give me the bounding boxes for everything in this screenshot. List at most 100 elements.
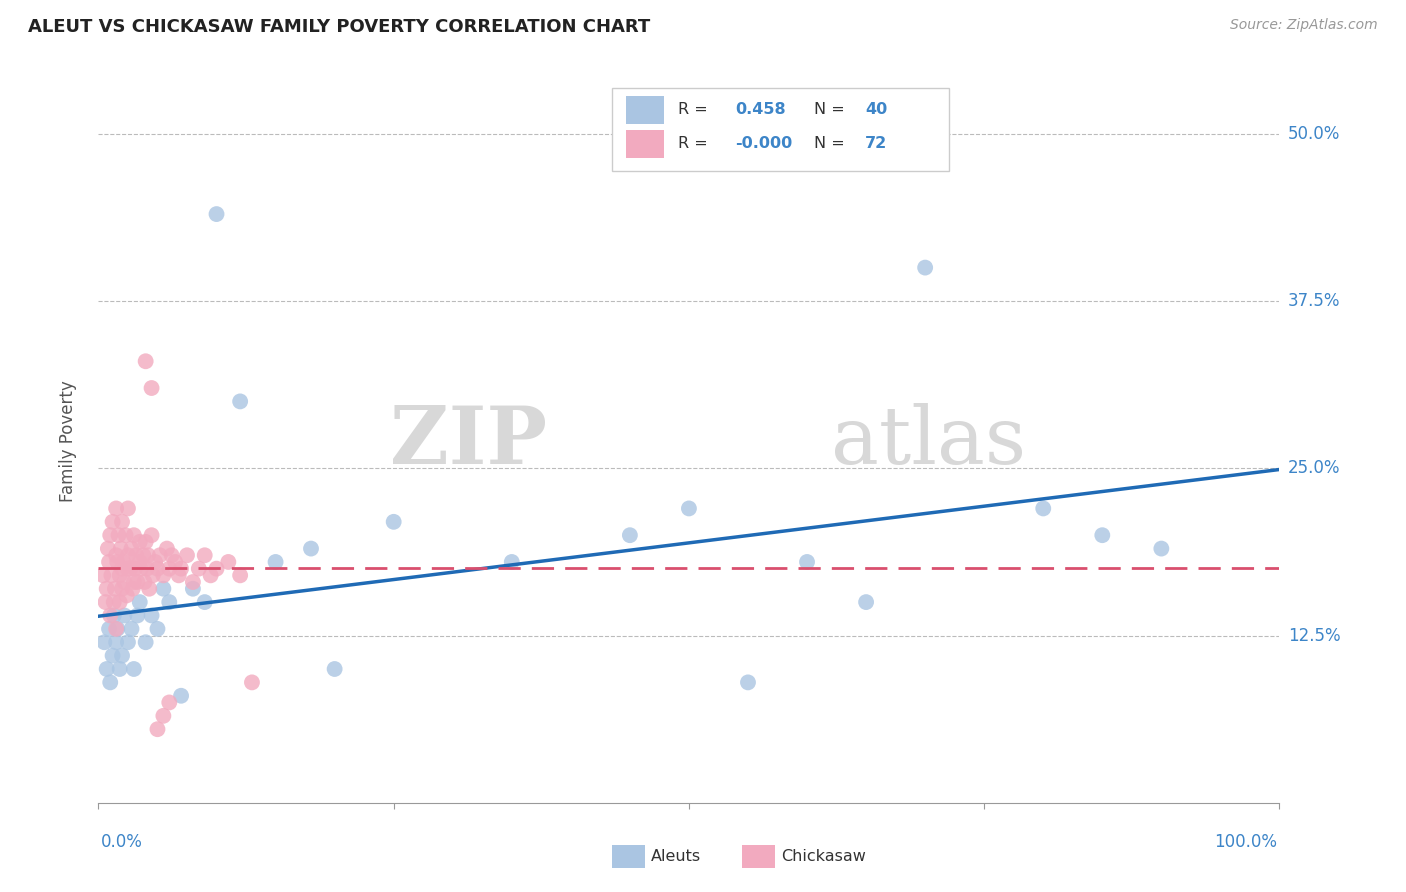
Text: ALEUT VS CHICKASAW FAMILY POVERTY CORRELATION CHART: ALEUT VS CHICKASAW FAMILY POVERTY CORREL… xyxy=(28,18,651,36)
Text: 0.458: 0.458 xyxy=(735,103,786,118)
Point xyxy=(135,534,157,549)
Point xyxy=(111,562,134,576)
Point xyxy=(136,548,159,563)
Point xyxy=(134,575,156,590)
Point xyxy=(98,555,121,569)
Point xyxy=(157,696,180,710)
Point xyxy=(104,582,127,596)
Text: 0.0%: 0.0% xyxy=(101,833,143,851)
Point xyxy=(855,595,877,609)
Point xyxy=(120,562,142,576)
Text: Source: ZipAtlas.com: Source: ZipAtlas.com xyxy=(1230,18,1378,32)
Point xyxy=(96,662,118,676)
Point xyxy=(141,381,163,395)
Point xyxy=(101,648,124,663)
Point xyxy=(100,568,122,582)
Point xyxy=(112,608,135,623)
Y-axis label: Family Poverty: Family Poverty xyxy=(59,381,77,502)
Point xyxy=(138,582,160,596)
FancyBboxPatch shape xyxy=(612,87,949,170)
Point xyxy=(129,562,152,576)
Point xyxy=(205,562,228,576)
Point xyxy=(103,595,125,609)
Point xyxy=(142,568,165,582)
Point xyxy=(194,548,217,563)
Point xyxy=(501,555,523,569)
Point xyxy=(796,555,818,569)
Point xyxy=(132,548,155,563)
Point xyxy=(98,675,121,690)
Point xyxy=(229,568,252,582)
Point xyxy=(105,635,128,649)
FancyBboxPatch shape xyxy=(612,845,645,868)
Point xyxy=(98,608,121,623)
Point xyxy=(737,675,759,690)
Point xyxy=(176,548,198,563)
Point xyxy=(141,528,163,542)
Point xyxy=(678,501,700,516)
Text: -0.000: -0.000 xyxy=(735,136,792,152)
Point xyxy=(149,548,172,563)
Point xyxy=(98,622,121,636)
Point xyxy=(91,568,114,582)
Text: ZIP: ZIP xyxy=(391,402,547,481)
Point xyxy=(108,662,131,676)
Point xyxy=(157,562,180,576)
Text: R =: R = xyxy=(678,136,713,152)
Text: N =: N = xyxy=(814,103,851,118)
Point xyxy=(1150,541,1173,556)
Point xyxy=(121,622,143,636)
Point xyxy=(105,555,128,569)
Text: R =: R = xyxy=(678,103,713,118)
Point xyxy=(121,541,143,556)
Point xyxy=(141,608,163,623)
Point xyxy=(157,595,180,609)
Point xyxy=(181,582,204,596)
Point xyxy=(125,548,148,563)
Point xyxy=(124,562,146,576)
Point xyxy=(112,575,135,590)
Point xyxy=(160,548,183,563)
Point xyxy=(167,568,190,582)
Point xyxy=(146,723,169,737)
Point xyxy=(122,662,145,676)
Point xyxy=(165,555,187,569)
Point xyxy=(382,515,405,529)
Point xyxy=(111,582,134,596)
Point xyxy=(105,622,128,636)
Point xyxy=(121,582,143,596)
Text: 40: 40 xyxy=(865,103,887,118)
Point xyxy=(181,575,204,590)
Point xyxy=(128,534,150,549)
Text: N =: N = xyxy=(814,136,851,152)
Point xyxy=(135,562,157,576)
Point xyxy=(135,635,157,649)
Point xyxy=(323,662,346,676)
Point xyxy=(143,555,166,569)
Point xyxy=(105,501,128,516)
Point xyxy=(105,548,128,563)
Point xyxy=(114,528,136,542)
Point xyxy=(122,575,145,590)
Point xyxy=(107,528,129,542)
Point xyxy=(152,708,174,723)
Text: 100.0%: 100.0% xyxy=(1213,833,1277,851)
Point xyxy=(1032,501,1054,516)
Text: 72: 72 xyxy=(865,136,887,152)
FancyBboxPatch shape xyxy=(626,130,664,158)
Point xyxy=(98,528,121,542)
Point xyxy=(96,582,118,596)
Point xyxy=(152,568,174,582)
Point xyxy=(117,501,139,516)
FancyBboxPatch shape xyxy=(626,96,664,124)
Point xyxy=(135,354,157,368)
Text: 12.5%: 12.5% xyxy=(1288,626,1340,645)
Text: Aleuts: Aleuts xyxy=(651,849,702,864)
Text: 37.5%: 37.5% xyxy=(1288,292,1340,310)
Point xyxy=(111,648,134,663)
Point xyxy=(146,562,169,576)
Point xyxy=(108,568,131,582)
Point xyxy=(229,394,252,409)
Text: 50.0%: 50.0% xyxy=(1288,125,1340,143)
Point xyxy=(108,595,131,609)
